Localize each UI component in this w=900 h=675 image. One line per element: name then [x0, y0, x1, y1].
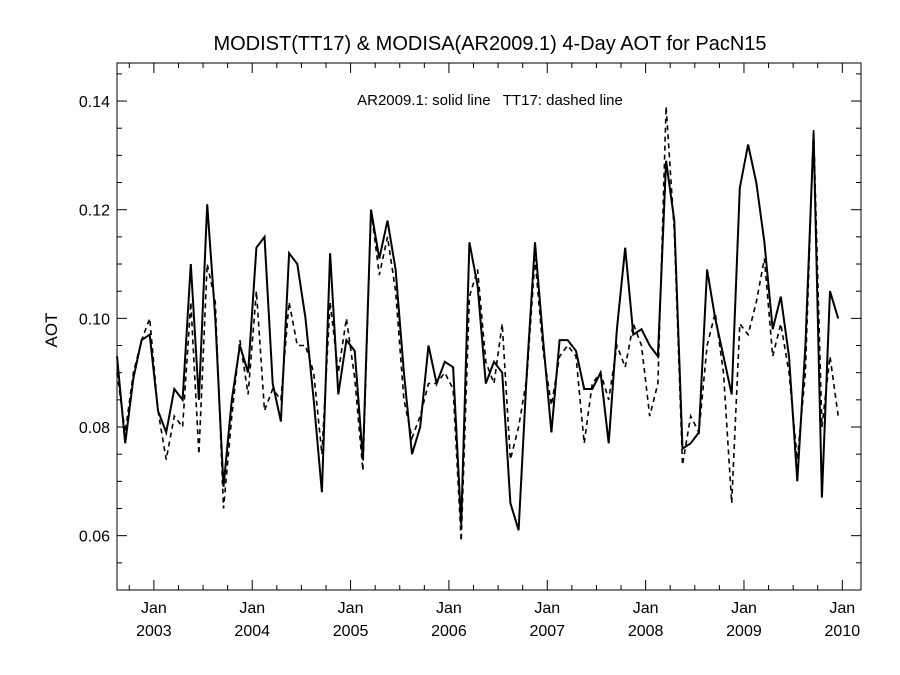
series-line-tt17 [116, 106, 839, 542]
y-tick-label: 0.12 [79, 203, 110, 220]
x-tick-year: 2008 [628, 623, 664, 640]
y-tick-label: 0.08 [79, 420, 110, 437]
x-tick-year: 2005 [333, 623, 369, 640]
x-tick-year: 2006 [431, 623, 467, 640]
legend-annotation: AR2009.1: solid line TT17: dashed line [357, 92, 623, 109]
y-axis-label: AOT [42, 313, 61, 348]
x-tick-month: Jan [338, 600, 364, 617]
chart-title: MODIST(TT17) & MODISA(AR2009.1) 4-Day AO… [213, 33, 766, 55]
x-tick-year: 2007 [529, 623, 565, 640]
x-tick-month: Jan [239, 600, 265, 617]
x-tick-year: 2003 [136, 623, 172, 640]
y-tick-label: 0.14 [79, 94, 110, 111]
x-tick-month: Jan [829, 600, 855, 617]
series-layer [116, 106, 840, 542]
x-tick-month: Jan [633, 600, 659, 617]
plot-frame [116, 62, 862, 591]
axis-ticks [117, 63, 861, 591]
y-tick-label: 0.06 [79, 529, 110, 546]
x-tick-month: Jan [436, 600, 462, 617]
x-tick-month: Jan [534, 600, 560, 617]
y-tick-label: 0.10 [79, 311, 110, 328]
x-tick-month: Jan [731, 600, 757, 617]
x-tick-month: Jan [141, 600, 167, 617]
x-tick-year: 2010 [825, 623, 861, 640]
x-tick-year: 2009 [726, 623, 762, 640]
tick-label-layer: 0.06 0.08 0.10 0.12 0.14 Jan 2003 Jan 2004 Jan 200… [79, 94, 860, 640]
x-tick-year: 2004 [234, 623, 270, 640]
